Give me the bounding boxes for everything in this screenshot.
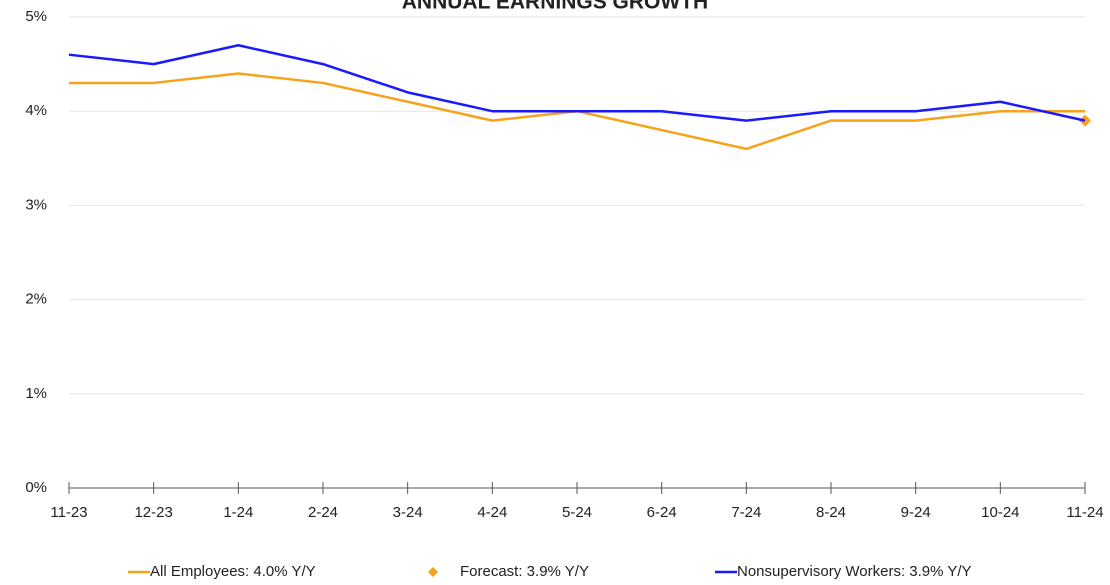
- x-tick-label: 12-23: [134, 504, 172, 521]
- x-tick-label: 3-24: [393, 504, 423, 521]
- legend-label: Forecast: 3.9% Y/Y: [460, 563, 589, 580]
- legend-swatch: [428, 567, 438, 577]
- y-tick-label: 1%: [25, 385, 47, 402]
- x-tick-label: 11-23: [50, 504, 87, 521]
- y-tick-label: 4%: [25, 102, 47, 119]
- x-tick-label: 8-24: [816, 504, 846, 521]
- x-tick-label: 11-24: [1066, 504, 1103, 521]
- x-tick-label: 5-24: [562, 504, 592, 521]
- y-tick-label: 3%: [25, 196, 47, 213]
- x-tick-label: 4-24: [477, 504, 507, 521]
- y-tick-label: 0%: [25, 479, 47, 496]
- y-tick-label: 2%: [25, 291, 47, 308]
- x-tick-label: 10-24: [981, 504, 1019, 521]
- x-tick-label: 9-24: [901, 504, 931, 521]
- series-line: [68, 44, 1086, 122]
- chart-title: ANNUAL EARNINGS GROWTH: [402, 0, 708, 14]
- legend-label: Nonsupervisory Workers: 3.9% Y/Y: [737, 563, 972, 580]
- y-tick-label: 5%: [25, 8, 47, 25]
- x-tick-label: 7-24: [731, 504, 761, 521]
- x-tick-label: 1-24: [223, 504, 253, 521]
- legend-label: All Employees: 4.0% Y/Y: [150, 563, 316, 580]
- x-tick-label: 6-24: [647, 504, 677, 521]
- x-tick-label: 2-24: [308, 504, 338, 521]
